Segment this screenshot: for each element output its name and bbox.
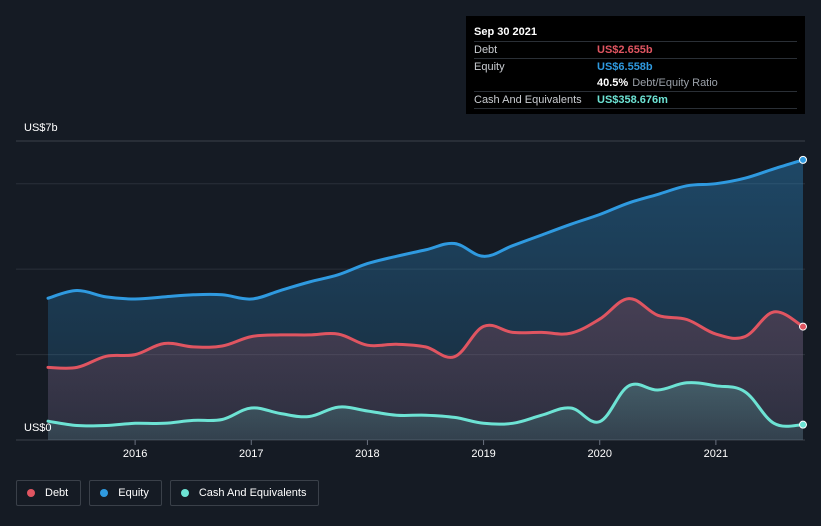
debt-equity-chart: 2016 2017 2018 2019 2020 2021: [16, 140, 807, 460]
legend-item-cash[interactable]: Cash And Equivalents: [169, 480, 320, 506]
tooltip-cash-label: Cash And Equivalents: [474, 94, 582, 106]
legend-item-equity[interactable]: Equity: [89, 480, 162, 506]
x-tick-label: 2019: [471, 448, 495, 460]
tooltip-equity-label: Equity: [474, 61, 505, 73]
x-tick-label: 2018: [355, 448, 379, 460]
cash-end-marker: [799, 420, 807, 429]
equity-dot-icon: [100, 489, 109, 497]
tooltip-debt-value: US$2.655b: [597, 44, 653, 56]
equity-line: [46, 158, 805, 301]
cash-dot-icon: [180, 489, 189, 497]
series-end-markers: [799, 155, 807, 429]
tooltip-debt-row: Debt US$2.655b: [474, 41, 797, 58]
x-tick-label: 2016: [123, 448, 147, 460]
debt-end-marker: [799, 322, 807, 331]
equity-end-marker: [799, 155, 807, 164]
legend-cash-label: Cash And Equivalents: [198, 487, 307, 499]
tooltip-ratio-value: 40.5%: [597, 77, 629, 89]
x-tick-label: 2020: [587, 448, 611, 460]
cash-area: [48, 382, 803, 440]
tooltip-ratio-row: 40.5% Debt/Equity Ratio: [474, 75, 797, 91]
data-tooltip: Sep 30 2021 Debt US$2.655b Equity US$6.5…: [466, 16, 805, 114]
series-lines: [46, 158, 805, 428]
series-areas: [48, 159, 803, 440]
tooltip-cash-value: US$358.676m: [597, 94, 668, 106]
legend-equity-label: Equity: [118, 487, 149, 499]
legend-item-debt[interactable]: Debt: [16, 480, 82, 506]
x-tick-label: 2021: [704, 448, 728, 460]
chart-legend: Debt Equity Cash And Equivalents: [16, 480, 320, 506]
y-axis-max-label: US$7b: [24, 122, 58, 134]
debt-dot-icon: [27, 489, 35, 497]
tooltip-equity-row: Equity US$6.558b: [474, 58, 797, 75]
tooltip-equity-value: US$6.558b: [597, 61, 653, 73]
x-tick-label: 2017: [239, 448, 263, 460]
tooltip-ratio-label: Debt/Equity Ratio: [632, 77, 718, 89]
tooltip-date: Sep 30 2021: [474, 26, 537, 38]
debt-line: [46, 297, 805, 370]
tooltip-debt-label: Debt: [474, 44, 498, 56]
tooltip-cash-row: Cash And Equivalents US$358.676m: [474, 91, 797, 109]
cash-line: [46, 381, 805, 428]
x-axis-ticks: 2016 2017 2018 2019 2020 2021: [123, 440, 728, 460]
legend-debt-label: Debt: [45, 487, 69, 499]
y-axis-min-label: US$0: [24, 422, 52, 434]
